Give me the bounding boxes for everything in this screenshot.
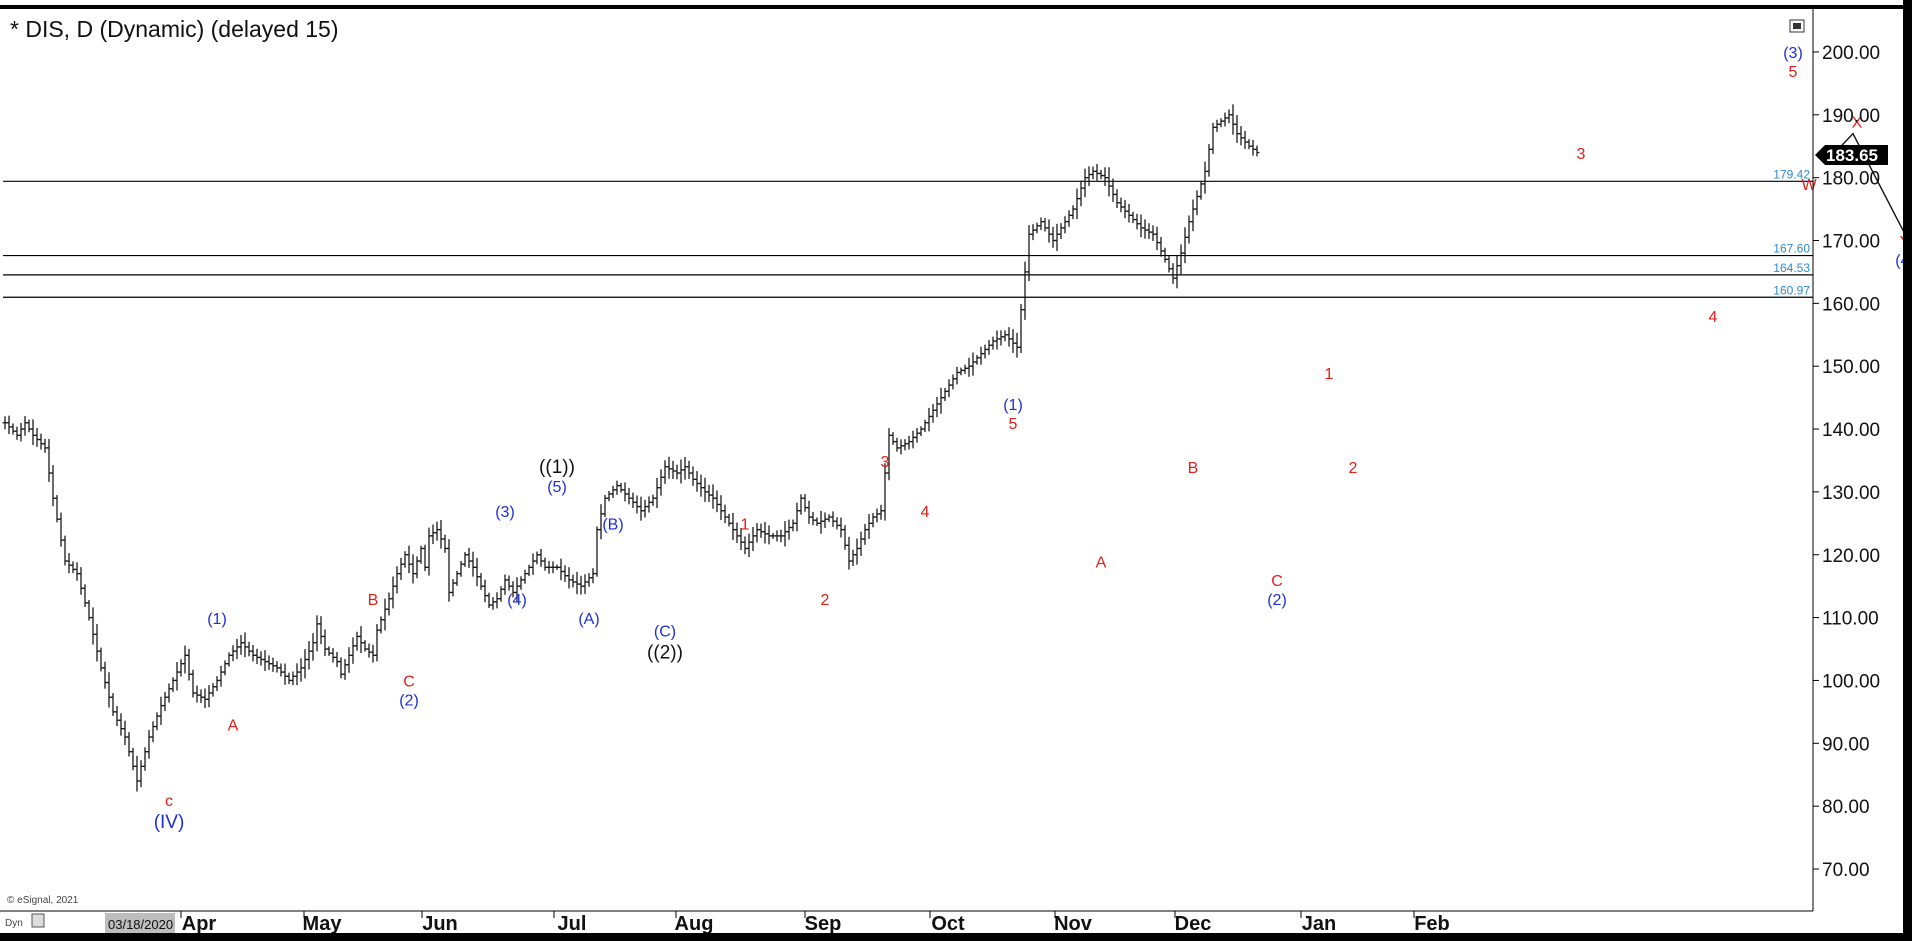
restore-window-icon[interactable] [1789,19,1805,33]
wave-label: (2) [1267,592,1287,609]
x-tick-label: Apr [182,913,217,935]
y-tick-label: 180.00 [1822,169,1880,190]
wave-label: (1) [1003,397,1023,414]
start-date-label: 03/18/2020 [108,917,173,932]
wave-label: 3 [1577,146,1586,163]
wave-label: c [165,793,173,810]
wave-label: B [368,592,379,609]
x-tick-label: Aug [675,913,714,935]
wave-label: W [1801,177,1817,194]
level-label-2: 164.53 [1773,261,1810,275]
ohlc-bars [2,104,1260,792]
y-tick-label: 120.00 [1822,546,1880,567]
wave-label: C [403,674,415,691]
y-tick-label: 200.00 [1822,43,1880,64]
x-tick-label: Jul [558,913,587,935]
x-tick-label: Jun [422,913,458,935]
y-tick-label: 160.00 [1822,294,1880,315]
x-tick-label: Dec [1175,913,1212,935]
wave-label: 5 [1789,64,1798,81]
level-label-1: 167.60 [1773,242,1810,256]
start-date-box [105,913,175,933]
y-tick-label: 90.00 [1822,734,1870,755]
x-tick-label: May [303,913,343,935]
bottom-frame [0,933,1912,941]
level-label-0: 179.42 [1773,167,1810,181]
wave-label: A [1096,554,1107,571]
x-tick-label: Nov [1054,913,1093,935]
y-tick-label: 100.00 [1822,671,1880,692]
wave-label: C [1271,573,1283,590]
wave-label: ((1)) [539,457,575,478]
copyright-label: © eSignal, 2021 [7,895,79,906]
y-tick-label: 130.00 [1822,483,1880,504]
wave-label: 3 [881,454,890,471]
right-frame [1903,0,1912,941]
y-tick-label: 140.00 [1822,420,1880,441]
wave-label: 2 [821,592,830,609]
last-price-value: 183.65 [1826,146,1878,165]
wave-label: (3) [1783,45,1803,62]
y-tick-label: 150.00 [1822,357,1880,378]
y-tick-label: 70.00 [1822,860,1870,881]
chart-title: * DIS, D (Dynamic) (delayed 15) [10,16,339,42]
wave-label: (C) [654,623,676,640]
x-tick-label: Sep [805,913,842,935]
wave-label: (2) [399,693,419,710]
price-axis: 200.00 190.00 180.00 170.00 160.00 150.00 140.… [1813,43,1880,881]
wave-label: 1 [1325,366,1334,383]
y-tick-label: 170.00 [1822,232,1880,253]
wave-label: (B) [602,517,623,534]
wave-label: 1 [741,517,750,534]
y-tick-label: 80.00 [1822,797,1870,818]
x-tick-label: Feb [1414,913,1450,935]
dyn-icon[interactable] [31,913,45,928]
wave-label: A [228,718,239,735]
wave-label: 4 [921,504,930,521]
horizontal-levels: 179.42 167.60 164.53 160.97 [3,167,1813,298]
wave-label: (5) [547,479,567,496]
ohlc-bar [1254,145,1260,157]
wave-labels: c (IV) (1) A B C (2) (3) (4) (5)((1)) (B) (A) (C) ((2… [154,45,1912,833]
wave-label: X [1852,114,1863,131]
plot-area [3,8,1813,911]
wave-label: ((2)) [647,642,683,663]
x-tick-label: Oct [931,913,965,935]
y-tick-label: 110.00 [1822,609,1879,630]
time-axis: Apr May Jun Jul Aug Sep Oct Nov Dec Jan Feb [180,911,1450,935]
wave-label: (A) [578,611,599,628]
dyn-label[interactable]: Dyn [5,918,23,929]
wave-label: 4 [1709,309,1718,326]
wave-label: (1) [207,611,227,628]
y-tick-label: 190.00 [1822,106,1880,127]
wave-label: (IV) [154,812,185,833]
wave-label: (3) [495,504,515,521]
x-tick-label: Jan [1302,913,1336,935]
wave-label: 5 [1009,416,1018,433]
wave-label: B [1188,460,1199,477]
wave-label: (4) [507,592,527,609]
last-price-marker: 183.65 [1815,145,1888,165]
level-label-3: 160.97 [1773,283,1810,297]
wave-label: 2 [1349,460,1358,477]
